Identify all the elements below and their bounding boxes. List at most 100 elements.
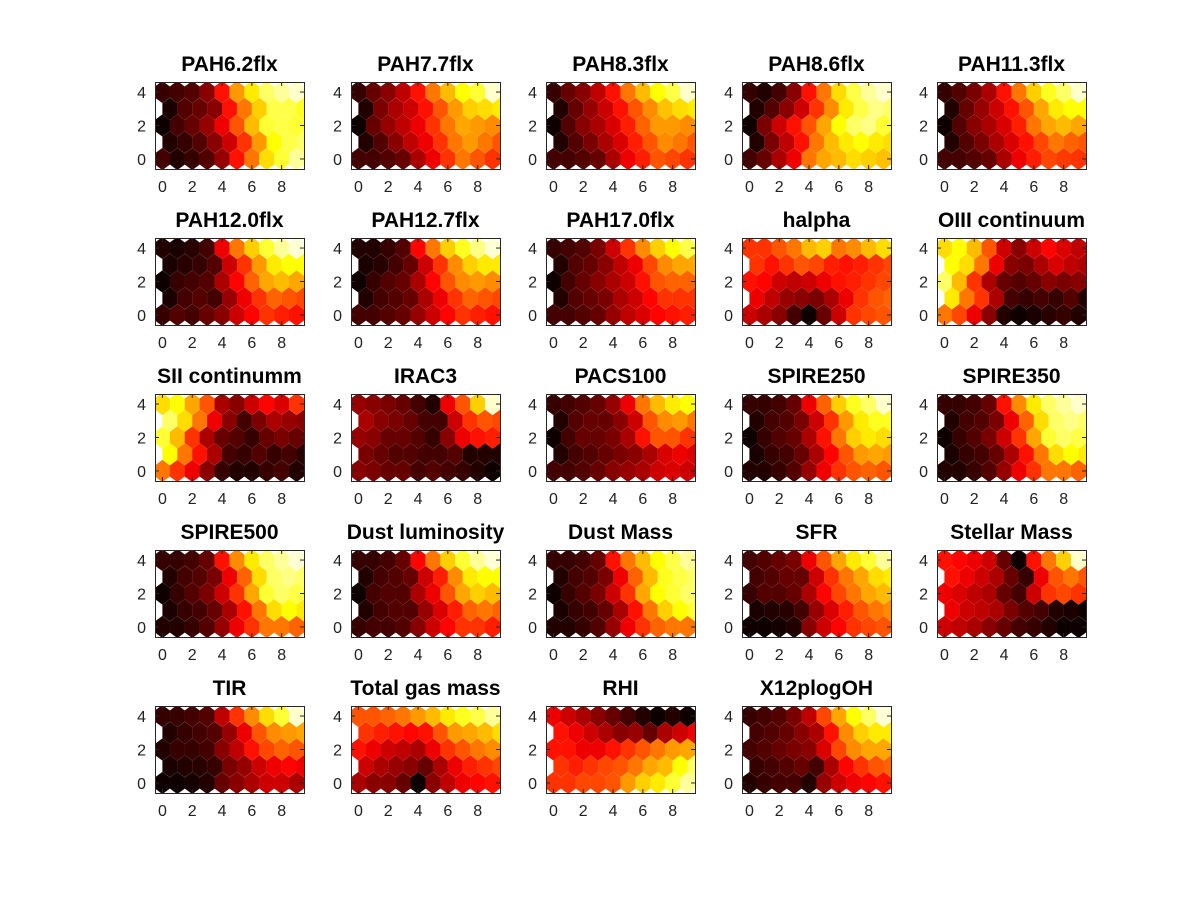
hex-cell	[650, 238, 666, 260]
y-tick-label: 0	[528, 464, 537, 481]
x-tick-label: 2	[384, 179, 393, 196]
hex-cell	[605, 303, 621, 325]
y-tick-label: 0	[137, 464, 146, 481]
hex-cell	[568, 721, 584, 744]
hex-cell	[568, 565, 584, 588]
panel-title: OIII continuum	[938, 209, 1085, 232]
y-tick-label: 4	[528, 85, 537, 102]
hex-cell	[244, 771, 260, 793]
hex-cell	[679, 270, 695, 293]
hex-cell	[831, 771, 847, 793]
hex-cell	[635, 550, 651, 572]
hex-cell	[672, 97, 688, 120]
hex-cell	[432, 565, 448, 588]
x-tick-label: 8	[277, 179, 286, 196]
hex-cell	[417, 131, 434, 154]
hex-cell	[432, 755, 448, 778]
hex-cell	[883, 409, 891, 432]
hex-cell	[373, 409, 389, 432]
hex-cell	[470, 238, 486, 260]
x-tick-label: 0	[940, 179, 949, 196]
hex-cell	[1078, 97, 1086, 120]
hex-cell	[1011, 615, 1027, 637]
hex-cell	[875, 459, 891, 481]
x-tick-label: 2	[970, 647, 979, 664]
y-tick-label: 0	[137, 620, 146, 637]
x-tick-label: 2	[579, 491, 588, 508]
hex-cell	[455, 270, 471, 293]
hex-cell	[440, 706, 456, 728]
hex-cell	[177, 97, 193, 120]
hex-cell	[846, 82, 862, 104]
hex-cell	[455, 303, 471, 325]
hex-cell	[410, 270, 426, 293]
y-tick-label: 0	[724, 776, 733, 793]
hex-cell	[214, 147, 230, 169]
hex-cell	[650, 426, 666, 449]
hex-cell	[199, 738, 215, 761]
hex-cell	[236, 721, 252, 744]
hex-cell	[281, 131, 297, 154]
hex-cell	[786, 147, 802, 169]
y-tick-label: 0	[137, 776, 146, 793]
hex-cell	[1041, 582, 1057, 605]
hex-cell	[966, 82, 982, 104]
component-plane-22: 0 2 4 6 8 0 2 4 RHI	[528, 677, 696, 820]
hex-cell	[425, 615, 441, 637]
panel-title: SII continumm	[157, 365, 302, 388]
hex-cell	[612, 97, 629, 120]
hex-cell	[244, 147, 260, 169]
hex-cell	[425, 114, 441, 137]
hex-cell	[1078, 253, 1086, 276]
hex-cell	[861, 270, 877, 293]
hex-cell	[214, 582, 230, 605]
hex-cell	[749, 565, 765, 588]
y-tick-label: 4	[724, 709, 733, 726]
hex-cell	[981, 303, 997, 325]
hex-cell	[642, 97, 658, 120]
hex-cell	[1048, 131, 1064, 154]
hex-cell	[492, 97, 500, 120]
hex-cell	[184, 459, 200, 481]
hex-cell	[966, 238, 982, 260]
hex-cell	[560, 582, 576, 605]
hex-cell	[184, 238, 200, 260]
hex-cell	[831, 738, 847, 761]
panel-title: PACS100	[575, 365, 667, 388]
hex-cell	[410, 147, 426, 169]
hex-cell	[177, 409, 193, 432]
hex-cell	[996, 394, 1012, 416]
y-tick-label: 0	[724, 620, 733, 637]
component-plane-9: 0 2 4 6 8 0 2 4 OIII continuum	[919, 209, 1087, 352]
hex-cell	[598, 97, 614, 120]
hex-cell	[274, 706, 290, 728]
hex-cell	[672, 565, 688, 588]
y-tick-label: 0	[528, 776, 537, 793]
component-plane-15: 0 2 4 6 8 0 2 4 SPIRE500	[137, 521, 305, 664]
hex-cell	[1033, 599, 1049, 622]
x-tick-label: 4	[414, 179, 423, 196]
hex-cell	[373, 97, 389, 120]
hex-cell	[1041, 615, 1057, 637]
hex-cell	[425, 582, 441, 605]
hex-cell	[266, 287, 282, 310]
hex-cell	[590, 738, 606, 761]
component-plane-0: 0 2 4 6 8 0 2 4 PAH6.2flx	[137, 53, 305, 196]
x-tick-label: 8	[473, 647, 482, 664]
hex-cell	[635, 706, 651, 728]
hex-cell	[575, 238, 591, 260]
hex-cell	[786, 238, 802, 260]
hex-cell	[214, 738, 230, 761]
hex-cell	[184, 303, 200, 325]
hex-cell	[470, 270, 486, 293]
hex-cell	[1033, 287, 1049, 310]
hex-cell	[861, 114, 877, 137]
hex-cell	[568, 287, 584, 310]
hex-cell	[575, 394, 591, 416]
y-tick-label: 0	[528, 152, 537, 169]
hex-cell	[440, 238, 456, 260]
hex-cell	[388, 443, 404, 466]
hex-cell	[169, 394, 185, 416]
hex-cell	[642, 253, 658, 276]
hex-cell	[657, 565, 673, 588]
